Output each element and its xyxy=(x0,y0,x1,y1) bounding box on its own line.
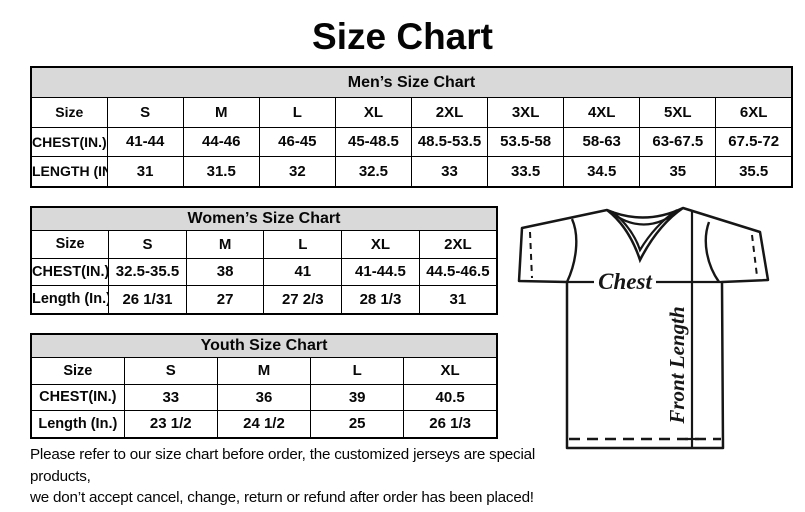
womens-cell-r1-c3: 41 xyxy=(263,257,343,286)
mens-cell-r1-c1: 41-44 xyxy=(106,126,184,157)
youth-table-title: Youth Size Chart xyxy=(30,333,498,358)
mens-cell-r0-c5: 2XL xyxy=(410,97,489,128)
mens-cell-r0-c7: 4XL xyxy=(563,97,641,128)
mens-cell-r2-c1: 31 xyxy=(106,156,184,187)
womens-title-row: Women’s Size Chart xyxy=(30,206,498,231)
mens-size-table: Men’s Size Chart Size S M L XL 2XL 3XL 4XL 5XL 6XL… xyxy=(30,66,793,188)
youth-cell-r2-c3: 25 xyxy=(310,410,405,438)
mens-cell-r2-c5: 33 xyxy=(410,156,489,187)
youth-cell-r1-c1: 33 xyxy=(123,383,218,411)
mens-cell-r1-c4: 45-48.5 xyxy=(334,126,412,157)
left-armhole-seam xyxy=(565,218,578,283)
womens-cell-r2-c2: 27 xyxy=(185,285,265,314)
right-armhole-seam xyxy=(704,221,720,283)
youth-title-row: Youth Size Chart xyxy=(30,333,498,358)
womens-cell-r1-c1: 32.5-35.5 xyxy=(108,257,187,286)
disclaimer-text: Please refer to our size chart before or… xyxy=(30,444,575,509)
mens-cell-r0-c8: 5XL xyxy=(639,97,717,128)
vneck-inner-line xyxy=(612,209,678,253)
womens-cell-r2-c5: 31 xyxy=(418,285,498,314)
mens-cell-r2-c7: 34.5 xyxy=(563,156,641,187)
shirt-measurement-diagram: Chest Front Length xyxy=(505,195,805,465)
mens-cell-r0-c4: XL xyxy=(334,97,412,128)
womens-cell-r1-c0: CHEST(IN.) xyxy=(30,257,110,286)
womens-row-0: Size S M L XL 2XL xyxy=(30,230,498,259)
mens-cell-r1-c0: CHEST(IN.) xyxy=(30,126,108,157)
mens-row-0: Size S M L XL 2XL 3XL 4XL 5XL 6XL xyxy=(30,97,793,128)
disclaimer-line-2: we don’t accept cancel, change, return o… xyxy=(30,489,534,506)
mens-cell-r2-c6: 33.5 xyxy=(487,156,565,187)
youth-cell-r1-c3: 39 xyxy=(310,383,405,411)
front-length-label: Front Length xyxy=(665,306,689,424)
page-title: Size Chart xyxy=(312,16,493,57)
womens-cell-r0-c1: S xyxy=(108,230,187,259)
youth-cell-r1-c0: CHEST(IN.) xyxy=(30,383,125,411)
womens-cell-r2-c1: 26 1/31 xyxy=(108,285,187,314)
youth-cell-r0-c1: S xyxy=(123,357,218,385)
mens-cell-r1-c8: 63-67.5 xyxy=(639,126,717,157)
mens-cell-r0-c9: 6XL xyxy=(715,97,793,128)
youth-size-table: Youth Size Chart Size S M L XL CHEST(IN.) 33 36 3… xyxy=(30,333,498,439)
womens-cell-r0-c3: L xyxy=(263,230,343,259)
mens-cell-r1-c2: 44-46 xyxy=(182,126,260,157)
youth-row-0: Size S M L XL xyxy=(30,357,498,385)
mens-cell-r0-c6: 3XL xyxy=(487,97,565,128)
mens-cell-r1-c3: 46-45 xyxy=(258,126,336,157)
womens-cell-r0-c4: XL xyxy=(341,230,420,259)
right-cuff-stitch-dashed xyxy=(751,234,758,277)
mens-cell-r0-c3: L xyxy=(258,97,336,128)
mens-table-title: Men’s Size Chart xyxy=(30,66,793,98)
youth-cell-r0-c3: L xyxy=(310,357,405,385)
mens-cell-r1-c9: 67.5-72 xyxy=(715,126,793,157)
womens-cell-r0-c2: M xyxy=(185,230,265,259)
youth-cell-r2-c0: Length (In.) xyxy=(30,410,125,438)
youth-cell-r2-c1: 23 1/2 xyxy=(123,410,218,438)
mens-title-row: Men’s Size Chart xyxy=(30,66,793,98)
womens-table-title: Women’s Size Chart xyxy=(30,206,498,231)
youth-row-2: Length (In.) 23 1/2 24 1/2 25 26 1/3 xyxy=(30,410,498,438)
womens-cell-r2-c0: Length (In.) xyxy=(30,285,110,314)
jersey-outline-drawing: Chest Front Length xyxy=(517,206,770,450)
left-cuff-stitch-dashed xyxy=(529,231,533,279)
mens-cell-r2-c8: 35 xyxy=(639,156,717,187)
mens-cell-r0-c2: M xyxy=(182,97,260,128)
womens-cell-r1-c2: 38 xyxy=(185,257,265,286)
womens-cell-r1-c4: 41-44.5 xyxy=(341,257,420,286)
youth-cell-r2-c2: 24 1/2 xyxy=(216,410,312,438)
womens-row-2: Length (In.) 26 1/31 27 27 2/3 28 1/3 31 xyxy=(30,285,498,314)
mens-cell-r1-c7: 58-63 xyxy=(563,126,641,157)
youth-cell-r1-c4: 40.5 xyxy=(403,383,498,411)
mens-cell-r1-c5: 48.5-53.5 xyxy=(410,126,489,157)
youth-cell-r1-c2: 36 xyxy=(216,383,312,411)
vneck-outer-line xyxy=(606,206,684,264)
womens-cell-r2-c3: 27 2/3 xyxy=(263,285,343,314)
mens-cell-r2-c2: 31.5 xyxy=(182,156,260,187)
mens-cell-r1-c6: 53.5-58 xyxy=(487,126,565,157)
youth-cell-r0-c0: Size xyxy=(30,357,125,385)
youth-cell-r2-c4: 26 1/3 xyxy=(403,410,498,438)
mens-row-1: CHEST(IN.) 41-44 44-46 46-45 45-48.5 48.5-53.… xyxy=(30,126,793,157)
mens-cell-r2-c9: 35.5 xyxy=(715,156,793,187)
youth-cell-r0-c2: M xyxy=(216,357,312,385)
womens-size-table: Women’s Size Chart Size S M L XL 2XL CHEST(IN.)… xyxy=(30,206,498,315)
womens-cell-r2-c4: 28 1/3 xyxy=(341,285,420,314)
disclaimer-line-1: Please refer to our size chart before or… xyxy=(30,446,536,485)
womens-cell-r0-c0: Size xyxy=(30,230,110,259)
mens-cell-r2-c3: 32 xyxy=(258,156,336,187)
youth-cell-r0-c4: XL xyxy=(403,357,498,385)
mens-cell-r2-c4: 32.5 xyxy=(334,156,412,187)
chest-label: Chest xyxy=(598,269,652,294)
mens-cell-r2-c0: LENGTH (IN.) xyxy=(30,156,108,187)
youth-row-1: CHEST(IN.) 33 36 39 40.5 xyxy=(30,383,498,411)
womens-row-1: CHEST(IN.) 32.5-35.5 38 41 41-44.5 44.5-46.5 xyxy=(30,257,498,286)
womens-cell-r0-c5: 2XL xyxy=(418,230,498,259)
womens-cell-r1-c5: 44.5-46.5 xyxy=(418,257,498,286)
mens-cell-r0-c0: Size xyxy=(30,97,108,128)
mens-cell-r0-c1: S xyxy=(106,97,184,128)
